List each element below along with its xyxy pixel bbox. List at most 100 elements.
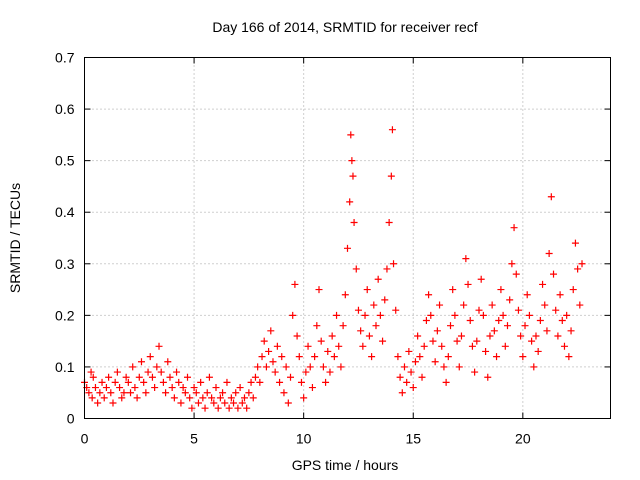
data-point (94, 399, 102, 407)
data-point (135, 373, 143, 381)
data-point (460, 301, 468, 309)
data-point (506, 296, 514, 304)
data-point (91, 384, 99, 392)
data-point (411, 358, 419, 366)
data-point (113, 368, 121, 376)
data-point (173, 368, 181, 376)
data-point (258, 353, 266, 361)
data-point (565, 353, 573, 361)
data-points (81, 126, 586, 412)
data-point (569, 286, 577, 294)
data-point (383, 265, 391, 273)
data-point (335, 342, 343, 350)
data-point (352, 265, 360, 273)
y-tick-label: 0.7 (55, 50, 75, 66)
plot-frame (84, 57, 611, 419)
data-point (295, 353, 303, 361)
data-point (436, 301, 444, 309)
data-point (304, 342, 312, 350)
data-point (273, 342, 281, 350)
data-point (227, 394, 235, 402)
data-point (315, 286, 323, 294)
data-point (440, 363, 448, 371)
data-point (194, 399, 202, 407)
data-point (528, 337, 536, 345)
data-point (188, 404, 196, 412)
data-point (322, 378, 330, 386)
data-point (197, 378, 205, 386)
data-point (337, 363, 345, 371)
x-tick-label: 10 (296, 431, 312, 447)
data-point (363, 286, 371, 294)
x-axis-label: GPS time / hours (292, 457, 399, 473)
data-point (256, 378, 264, 386)
data-point (186, 394, 194, 402)
data-point (468, 342, 476, 350)
data-point (576, 301, 584, 309)
data-point (122, 373, 130, 381)
data-point (210, 399, 218, 407)
data-point (234, 404, 242, 412)
data-point (254, 363, 262, 371)
data-point (519, 353, 527, 361)
data-point (278, 353, 286, 361)
data-point (354, 306, 362, 314)
data-point (471, 368, 479, 376)
data-point (396, 373, 404, 381)
data-point (387, 172, 395, 180)
data-point (87, 368, 95, 376)
data-point (203, 389, 211, 397)
data-point (541, 301, 549, 309)
data-point (388, 126, 396, 134)
data-point (574, 265, 582, 273)
data-point (372, 322, 380, 330)
data-point (571, 239, 579, 247)
data-point (525, 311, 533, 319)
data-point (501, 342, 509, 350)
data-point (398, 389, 406, 397)
data-point (311, 353, 319, 361)
data-point (547, 193, 555, 201)
data-point (530, 363, 538, 371)
data-point (457, 332, 465, 340)
data-point (403, 378, 411, 386)
data-point (499, 311, 507, 319)
data-point (427, 311, 435, 319)
axis-ticks (84, 57, 611, 419)
data-point (137, 358, 145, 366)
data-point (251, 373, 259, 381)
data-point (269, 358, 277, 366)
data-point (409, 384, 417, 392)
data-point (429, 337, 437, 345)
y-axis-label: SRMTID / TECUs (7, 183, 23, 293)
data-point (162, 389, 170, 397)
data-point (212, 384, 220, 392)
data-point (438, 342, 446, 350)
data-point (477, 275, 485, 283)
y-tick-label: 0.3 (55, 256, 75, 272)
data-point (376, 311, 384, 319)
data-point (451, 311, 459, 319)
data-point (177, 399, 185, 407)
x-tick-label: 0 (81, 431, 89, 447)
data-point (105, 373, 113, 381)
data-point (484, 373, 492, 381)
data-point (357, 327, 365, 335)
data-point (297, 378, 305, 386)
data-point (201, 404, 209, 412)
data-point (164, 358, 172, 366)
data-point (146, 353, 154, 361)
data-point (300, 394, 308, 402)
data-point (400, 363, 408, 371)
data-point (247, 378, 255, 386)
data-point (129, 363, 137, 371)
data-point (280, 389, 288, 397)
data-point (240, 394, 248, 402)
data-point (109, 399, 117, 407)
data-point (89, 373, 97, 381)
data-point (124, 378, 132, 386)
data-point (102, 384, 110, 392)
data-point (276, 378, 284, 386)
data-point (118, 394, 126, 402)
data-point (464, 280, 472, 288)
